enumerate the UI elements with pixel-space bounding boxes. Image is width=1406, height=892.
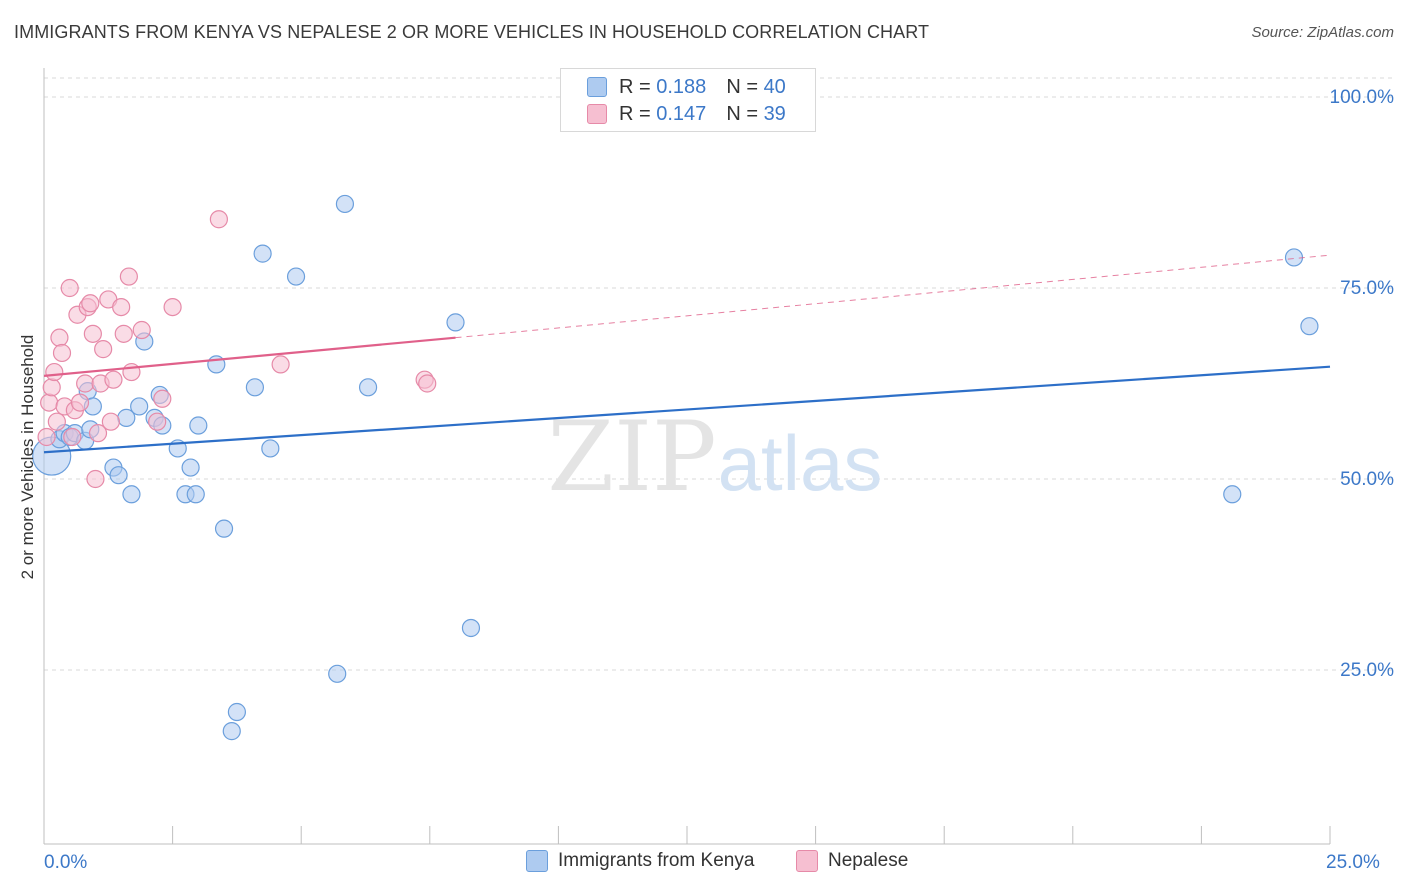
nepalese-point [101, 412, 120, 431]
nepalese-point [119, 267, 138, 286]
nepalese-point [153, 389, 172, 408]
nepalese-point [45, 362, 64, 382]
nepalese-point [88, 424, 108, 443]
kenya-legend-swatch [526, 850, 548, 872]
kenya-point [109, 466, 128, 485]
y-tick-75: 75.0% [1340, 278, 1394, 299]
nepalese-point [83, 324, 102, 343]
nepalese-point [47, 412, 66, 431]
nepalese-point [52, 343, 72, 363]
nepalese-point [63, 427, 82, 447]
y-tick-25: 25.0% [1340, 660, 1394, 681]
nepalese-point [104, 370, 123, 389]
kenya-point [1223, 485, 1242, 504]
x-tick-0: 0.0% [44, 852, 88, 873]
kenya-point [1284, 248, 1304, 267]
x-tick-25: 25.0% [1326, 852, 1380, 873]
nepalese-point [42, 378, 61, 397]
stats-legend: R = 0.188 N = 40 R = 0.147 N = 39 [560, 68, 816, 132]
kenya-r-value: 0.188 [656, 75, 707, 98]
kenya-point [186, 485, 205, 504]
legend-item-kenya[interactable]: Immigrants from Kenya [526, 850, 754, 872]
gridlines [44, 77, 1392, 671]
kenya-point [335, 194, 355, 214]
kenya-point [130, 397, 149, 416]
kenya-point [261, 439, 280, 458]
y-tick-50: 50.0% [1340, 469, 1394, 490]
kenya-point [122, 485, 141, 504]
kenya-point [461, 618, 481, 638]
nepalese-r-value: 0.147 [656, 102, 707, 125]
kenya-swatch [587, 77, 607, 97]
kenya-point [222, 722, 241, 741]
kenya-point [214, 519, 234, 538]
chart-title: IMMIGRANTS FROM KENYA VS NEPALESE 2 OR M… [14, 22, 930, 42]
nepalese-point [418, 374, 437, 393]
series-nepalese [37, 210, 437, 489]
watermark: ZIP atlas [547, 401, 882, 513]
watermark-atlas: atlas [718, 419, 883, 507]
nepalese-trend-extension [455, 254, 1331, 339]
kenya-point [227, 702, 246, 722]
y-tick-100: 100.0% [1329, 87, 1394, 108]
nepalese-point [271, 355, 290, 374]
source-label: Source: ZipAtlas.com [1251, 24, 1394, 41]
nepalese-point [163, 298, 182, 317]
kenya-n-value: 40 [763, 75, 786, 98]
nepalese-n-value: 39 [763, 102, 786, 125]
nepalese-point [112, 298, 131, 317]
nepalese-point [114, 324, 133, 343]
kenya-point [1300, 317, 1319, 336]
nepalese-point [60, 278, 79, 298]
nepalese-point [209, 210, 228, 229]
nepalese-point [70, 393, 90, 412]
nepalese-point [81, 294, 100, 313]
watermark-zip: ZIP [547, 401, 716, 513]
nepalese-swatch [587, 104, 607, 124]
nepalese-point [148, 412, 167, 431]
kenya-point [253, 244, 272, 263]
legend-row-nepalese: R = 0.147 N = 39 [561, 101, 786, 127]
nepalese-point [50, 328, 69, 347]
nepalese-point [76, 374, 95, 393]
kenya-point [446, 313, 465, 332]
kenya-point [358, 378, 378, 397]
kenya-point [189, 416, 208, 435]
nepalese-point [94, 340, 113, 359]
kenya-point [181, 458, 200, 477]
kenya-r-label: R = [619, 75, 651, 98]
nepalese-point [37, 427, 56, 447]
legend-item-nepalese[interactable]: Nepalese [796, 850, 908, 872]
nepalese-n-label: N = [726, 102, 758, 125]
nepalese-point [86, 469, 105, 489]
kenya-legend-label: Immigrants from Kenya [558, 850, 755, 871]
nepalese-trend-line [43, 336, 456, 377]
trend-lines [43, 254, 1331, 454]
y-axis-label: 2 or more Vehicles in Household [18, 334, 37, 580]
kenya-n-label: N = [726, 75, 758, 98]
kenya-point [328, 664, 347, 683]
nepalese-point [132, 320, 151, 340]
nepalese-point [40, 393, 59, 412]
nepalese-legend-label: Nepalese [828, 850, 909, 871]
nepalese-r-label: R = [619, 102, 651, 125]
kenya-point [286, 267, 306, 286]
nepalese-legend-swatch [796, 850, 818, 872]
kenya-trend-line [43, 365, 1331, 454]
legend-row-kenya: R = 0.188 N = 40 [561, 74, 786, 100]
kenya-point [245, 378, 265, 397]
